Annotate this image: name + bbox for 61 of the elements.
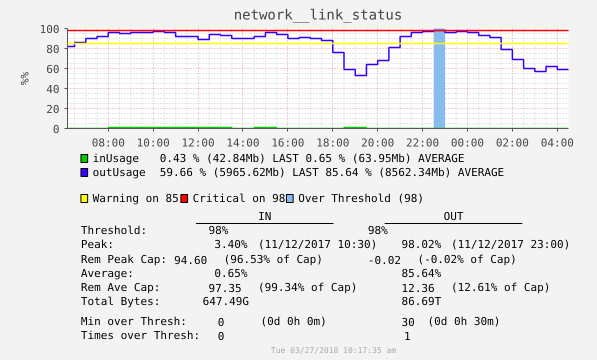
x-tick-label: 14:00 xyxy=(226,136,260,150)
text: Tue 03/27/2018 10:17:35 am xyxy=(270,346,396,355)
text: 1 xyxy=(404,330,411,343)
legend-label: Over Threshold (98) xyxy=(298,192,424,205)
text: (0d 0h 30m) xyxy=(428,315,500,328)
y-tick-label: 80 xyxy=(46,43,60,56)
text: 0 xyxy=(218,330,224,343)
text: 85.64% xyxy=(402,267,442,280)
text: 12.36 xyxy=(402,282,435,295)
x-tick-label: 16:00 xyxy=(271,136,304,150)
text: -0.02 xyxy=(368,254,402,267)
text: (0d 0h 0m) xyxy=(260,315,327,328)
text: (11/12/2017 23:00) xyxy=(451,238,570,251)
text: 97.35 xyxy=(208,282,242,295)
text: Rem Ave Cap: xyxy=(80,281,160,294)
legend-label: outUsage xyxy=(92,166,146,179)
text: 0.65% xyxy=(214,267,248,280)
text: Total Bytes: xyxy=(80,295,160,308)
x-tick-label: 02:00 xyxy=(496,136,529,150)
text: 86.69T xyxy=(402,295,442,308)
x-tick-label: 08:00 xyxy=(92,136,125,150)
legend-label: Critical on 98 xyxy=(192,192,286,205)
text: IN xyxy=(258,210,272,223)
text: 647.49G xyxy=(202,295,249,308)
text: 59.66 % (5965.62Mb) LAST 85.64 % (8562.34Mb) AVERAGE xyxy=(160,166,504,179)
y-tick-label: 0 xyxy=(52,123,60,136)
chart-title: network__link_status xyxy=(234,8,402,24)
text: 98% xyxy=(368,224,388,237)
text: OUT xyxy=(444,210,464,223)
y-tick-label: 40 xyxy=(46,83,60,96)
y-tick-label: 20 xyxy=(46,103,60,116)
text: 0 xyxy=(218,316,224,329)
text: (99.34% of Cap) xyxy=(258,281,358,294)
text: 98.02% xyxy=(402,238,442,251)
x-tick-label: 22:00 xyxy=(406,136,440,150)
x-tick-label: 10:00 xyxy=(136,136,170,150)
text: Average: xyxy=(80,267,134,280)
text: Peak: xyxy=(80,238,114,251)
text: 30 xyxy=(402,316,415,329)
text: Times over Thresh: xyxy=(80,329,200,342)
x-tick-label: 18:00 xyxy=(316,136,350,150)
text: 94.60 xyxy=(174,254,208,267)
legend-label: inUsage xyxy=(92,152,140,165)
y-tick-label: 100 xyxy=(40,23,60,36)
text: (12.61% of Cap) xyxy=(451,281,550,294)
text: Min over Thresh: xyxy=(80,315,187,328)
text: (96.53% of Cap) xyxy=(224,253,323,266)
x-tick-label: 04:00 xyxy=(540,136,574,150)
text: Rem Peak Cap: xyxy=(80,253,168,266)
text: 98% xyxy=(208,224,229,237)
text: 3.40% xyxy=(214,238,248,251)
text: (11/12/2017 10:30) xyxy=(258,238,378,251)
y-axis-title: %% xyxy=(18,72,32,86)
x-tick-label: 00:00 xyxy=(450,136,484,150)
legend-label: Warning on 85 xyxy=(92,192,179,205)
text: 0.43 % (42.84Mb) LAST 0.65 % (63.95Mb) AVERAGE xyxy=(160,152,464,165)
x-tick-label: 12:00 xyxy=(182,136,215,150)
text: (-0.02% of Cap) xyxy=(417,253,517,266)
y-tick-label: 60 xyxy=(46,63,60,76)
x-tick-label: 20:00 xyxy=(361,136,394,150)
text: Threshold: xyxy=(80,224,148,237)
